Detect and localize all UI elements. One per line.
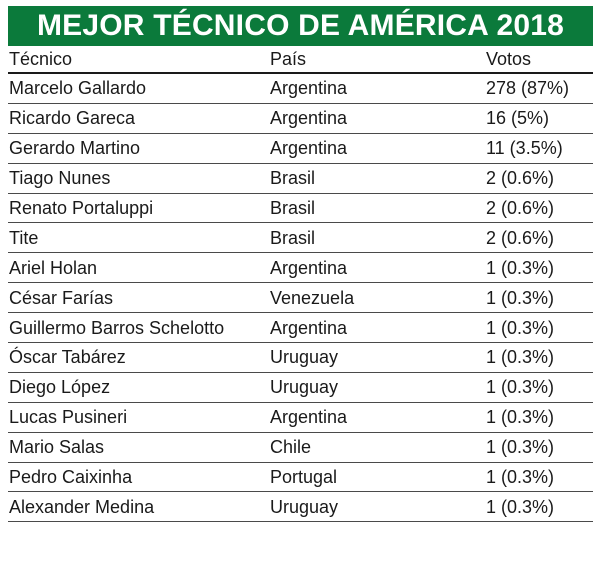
cell-country: Uruguay: [270, 372, 485, 403]
cell-coach: César Farías: [8, 282, 270, 314]
table-row: Diego López Uruguay 1 (0.3%): [8, 372, 593, 403]
results-table: Técnico País Votos Marcelo Gallardo Argen…: [8, 46, 593, 523]
cell-coach: Tiago Nunes: [8, 163, 270, 194]
cell-votes: 2 (0.6%): [485, 222, 593, 254]
table-row: Tiago Nunes Brasil 2 (0.6%): [8, 163, 593, 194]
column-header-coach: Técnico: [8, 46, 270, 74]
table-row: Gerardo Martino Argentina 11 (3.5%): [8, 133, 593, 164]
cell-country: Brasil: [270, 163, 485, 194]
cell-country: Brasil: [270, 222, 485, 254]
cell-votes: 1 (0.3%): [485, 342, 593, 373]
cell-coach: Alexander Medina: [8, 491, 270, 523]
cell-votes: 1 (0.3%): [485, 432, 593, 463]
table-row: Pedro Caixinha Portugal 1 (0.3%): [8, 462, 593, 493]
cell-coach: Gerardo Martino: [8, 133, 270, 164]
cell-coach: Diego López: [8, 372, 270, 403]
cell-coach: Ricardo Gareca: [8, 103, 270, 134]
cell-country: Venezuela: [270, 282, 485, 314]
cell-coach: Óscar Tabárez: [8, 342, 270, 373]
cell-votes: 2 (0.6%): [485, 193, 593, 224]
cell-votes: 16 (5%): [485, 103, 593, 134]
column-header-votes: Votos: [485, 46, 593, 74]
cell-coach: Marcelo Gallardo: [8, 73, 270, 104]
table-row: Ariel Holan Argentina 1 (0.3%): [8, 252, 593, 284]
table-header-row: Técnico País Votos: [8, 46, 593, 74]
cell-votes: 1 (0.3%): [485, 462, 593, 493]
cell-coach: Mario Salas: [8, 432, 270, 463]
cell-coach: Tite: [8, 222, 270, 254]
table-row: Mario Salas Chile 1 (0.3%): [8, 432, 593, 463]
cell-votes: 2 (0.6%): [485, 163, 593, 194]
cell-country: Argentina: [270, 133, 485, 164]
cell-votes: 1 (0.3%): [485, 282, 593, 314]
table-row: Ricardo Gareca Argentina 16 (5%): [8, 103, 593, 134]
cell-votes: 1 (0.3%): [485, 372, 593, 403]
cell-country: Argentina: [270, 312, 485, 344]
cell-votes: 1 (0.3%): [485, 312, 593, 344]
cell-votes: 1 (0.3%): [485, 491, 593, 523]
table-row: Renato Portaluppi Brasil 2 (0.6%): [8, 193, 593, 224]
cell-country: Argentina: [270, 73, 485, 104]
cell-country: Chile: [270, 432, 485, 463]
table-row: Tite Brasil 2 (0.6%): [8, 222, 593, 254]
cell-country: Brasil: [270, 193, 485, 224]
table-row: Lucas Pusineri Argentina 1 (0.3%): [8, 402, 593, 433]
table-row: Guillermo Barros Schelotto Argentina 1 (0.…: [8, 312, 593, 344]
cell-votes: 11 (3.5%): [485, 133, 593, 164]
cell-country: Uruguay: [270, 491, 485, 523]
results-panel: MEJOR TÉCNICO DE AMÉRICA 2018 Técnico Pa…: [8, 6, 593, 523]
page-title: MEJOR TÉCNICO DE AMÉRICA 2018: [8, 6, 593, 46]
cell-country: Argentina: [270, 402, 485, 433]
table-row: César Farías Venezuela 1 (0.3%): [8, 282, 593, 314]
cell-votes: 1 (0.3%): [485, 402, 593, 433]
cell-coach: Pedro Caixinha: [8, 462, 270, 493]
cell-coach: Lucas Pusineri: [8, 402, 270, 433]
cell-coach: Renato Portaluppi: [8, 193, 270, 224]
table-row: Óscar Tabárez Uruguay 1 (0.3%): [8, 342, 593, 373]
table-row: Alexander Medina Uruguay 1 (0.3%): [8, 491, 593, 523]
cell-coach: Ariel Holan: [8, 252, 270, 284]
cell-country: Portugal: [270, 462, 485, 493]
cell-country: Argentina: [270, 252, 485, 284]
table-row: Marcelo Gallardo Argentina 278 (87%): [8, 73, 593, 104]
cell-coach: Guillermo Barros Schelotto: [8, 312, 270, 344]
column-header-country: País: [270, 46, 485, 74]
cell-country: Argentina: [270, 103, 485, 134]
cell-votes: 278 (87%): [485, 73, 593, 104]
cell-country: Uruguay: [270, 342, 485, 373]
cell-votes: 1 (0.3%): [485, 252, 593, 284]
